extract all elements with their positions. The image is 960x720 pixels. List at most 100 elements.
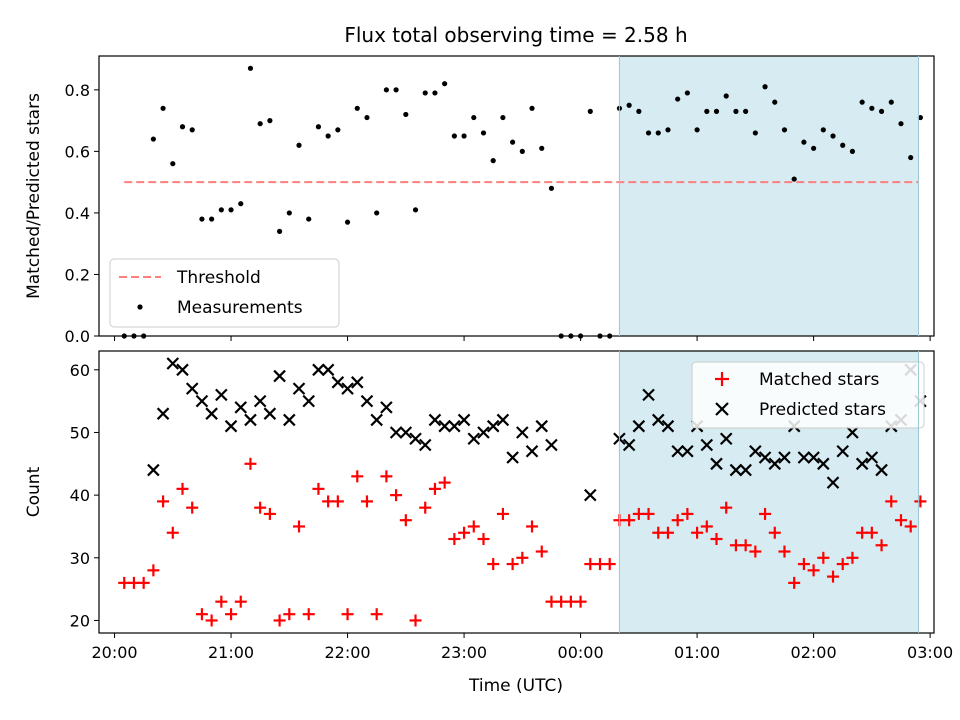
measurement-point [704,108,710,114]
matched-star-point [458,526,471,539]
measurement-point [529,105,535,111]
matched-star-point [797,558,810,571]
matched-star-point [370,608,383,621]
matched-star-point [254,501,267,514]
predicted-star-point [370,413,383,427]
matched-star-point [875,539,888,552]
measurement-point [179,124,186,130]
matched-star-point [438,476,451,489]
measurement-point [461,133,467,139]
x-tick-label: 21:00 [208,643,254,662]
predicted-star-point [516,426,529,439]
x-axis-label: Time (UTC) [468,676,563,696]
measurement-point [315,124,322,130]
matched-star-point [759,507,772,520]
measurement-point [820,127,826,133]
measurement-point [403,111,409,118]
predicted-star-point [710,457,723,471]
legend-matched-swatch [715,372,729,386]
predicted-star-point [729,463,743,477]
measurement-point [694,127,700,133]
measurement-point [869,105,875,111]
measurement-point [510,139,516,145]
matched-star-point [331,495,344,508]
predicted-star-point [855,457,869,471]
matched-star-point [681,507,694,520]
y-tick-label: 60 [70,361,90,380]
predicted-star-point [438,419,451,433]
matched-star-point [380,470,393,483]
predicted-star-point [768,457,782,471]
legend-threshold-label: Threshold [176,268,261,288]
predicted-star-point [467,432,481,446]
matched-star-point [157,495,170,508]
predicted-star-point [807,451,820,464]
predicted-star-point [817,457,830,471]
matched-star-point [293,520,306,533]
matched-star-point [661,526,674,539]
matched-star-point [273,614,286,627]
matched-star-point [720,501,733,514]
matched-star-point [428,482,441,495]
x-tick-label: 00:00 [558,643,604,662]
predicted-star-point [176,363,189,377]
predicted-star-point [156,407,170,420]
predicted-star-point [545,438,558,452]
predicted-star-point [224,419,238,433]
x-tick-label: 03:00 [907,643,953,662]
legend-measurements-swatch [137,304,143,310]
measurement-point [490,158,496,164]
measurement-point [199,216,205,222]
predicted-star-point [292,382,306,395]
matched-star-point [205,614,218,627]
predicted-star-point [797,451,811,464]
matched-star-point [244,457,257,470]
x-tick-label: 23:00 [441,643,487,662]
measurement-point [772,99,778,105]
measurement-point [412,207,419,213]
measurement-point [383,87,389,93]
measurement-point [791,176,797,182]
predicted-star-point [185,382,199,395]
matched-star-point [904,520,917,533]
measurement-point [762,84,768,90]
measurement-point [393,87,399,93]
legend-measurements-label: Measurements [177,298,303,318]
measurement-point [422,90,428,96]
y-tick-label: 20 [70,611,90,630]
predicted-star-point [253,394,267,408]
matched-star-point [467,520,480,533]
matched-star-point [341,608,354,621]
predicted-star-point [846,426,859,439]
predicted-star-point [700,438,714,452]
matched-star-point [283,608,296,621]
predicted-star-point [166,357,180,370]
top-panel-y-label: Matched/Predicted stars [24,93,44,299]
predicted-star-point [486,419,500,433]
measurement-point [752,130,758,136]
measurement-point [257,121,263,127]
matched-star-point [603,558,616,571]
chart-title: Flux total observing time = 2.58 h [344,23,687,47]
matched-star-point [894,514,907,527]
predicted-star-point [215,388,228,402]
matched-star-point [234,595,247,608]
measurement-point [888,99,894,105]
matched-star-point [700,520,713,533]
matched-star-point [885,495,898,508]
predicted-star-point [477,426,490,439]
matched-star-point [827,570,840,583]
predicted-star-point [739,463,752,477]
predicted-star-point [661,419,675,433]
matched-star-point [671,514,684,527]
predicted-star-point [234,401,248,414]
top-panel: 0.00.20.40.60.8 Matched/Predicted stars … [24,55,935,346]
predicted-star-point [875,463,888,477]
y-tick-label: 0.6 [65,142,90,161]
matched-star-point [574,595,587,608]
predicted-star-point [273,369,286,383]
matched-star-point [807,564,820,577]
matched-star-point [623,514,636,527]
predicted-star-point [195,394,209,408]
